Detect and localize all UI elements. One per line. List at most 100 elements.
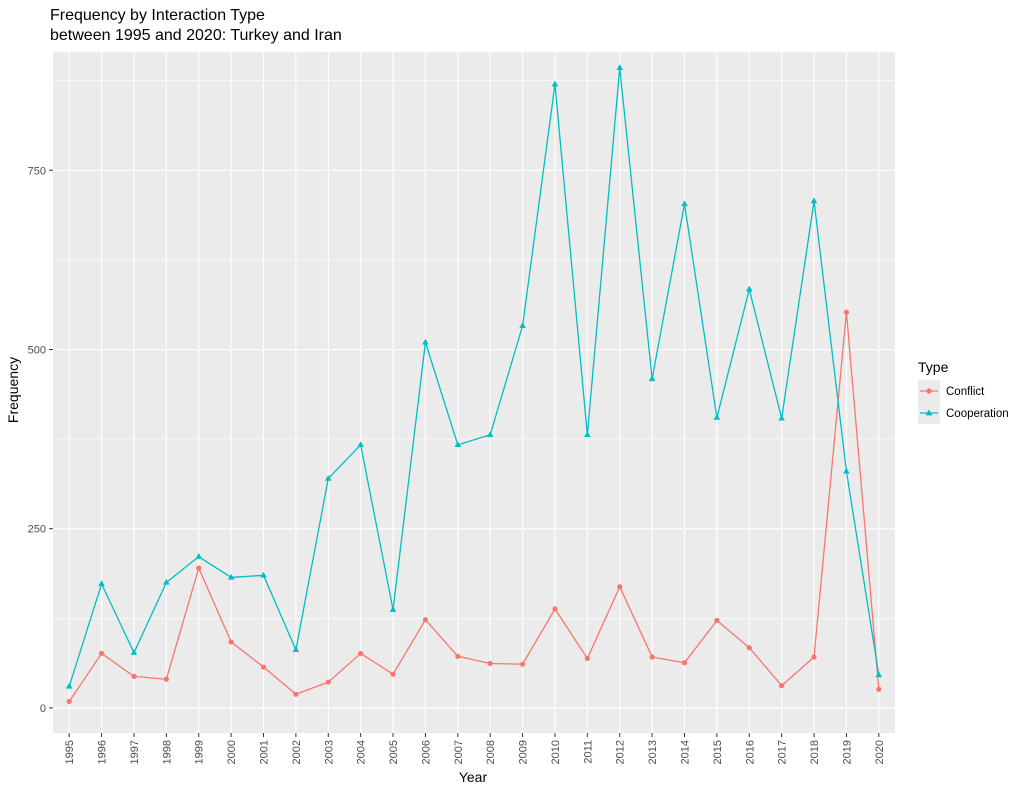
data-point-cooperation — [98, 580, 105, 587]
data-point-conflict — [163, 676, 169, 682]
data-point-cooperation — [745, 285, 753, 292]
data-point-cooperation — [810, 197, 818, 204]
data-point-cooperation — [875, 671, 883, 678]
x-tick-label: 2007 — [453, 740, 465, 764]
data-point-conflict — [131, 673, 137, 679]
x-tick-label: 2016 — [744, 740, 756, 764]
x-tick-label: 2020 — [874, 740, 886, 764]
data-point-cooperation — [389, 606, 397, 612]
data-point-cooperation — [486, 431, 494, 437]
y-tick-label: 0 — [40, 703, 46, 715]
legend-label-cooperation: Cooperation — [946, 408, 1009, 420]
x-tick-label: 2002 — [291, 740, 303, 764]
data-point-conflict — [519, 661, 526, 667]
data-point-cooperation — [454, 441, 462, 448]
x-tick-label: 1999 — [194, 740, 206, 764]
data-point-cooperation — [584, 431, 591, 437]
data-point-cooperation — [195, 553, 203, 559]
grid-minor — [53, 80, 895, 619]
y-axis: 0 250 500 750 — [28, 165, 53, 715]
x-tick-label: 2017 — [777, 740, 789, 764]
chart-subtitle: between 1995 and 2020: Turkey and Iran — [50, 27, 342, 44]
data-point-conflict — [876, 686, 882, 692]
x-tick-label: 2011 — [582, 740, 594, 764]
data-point-conflict — [843, 309, 850, 315]
x-tick-label: 2005 — [388, 740, 400, 764]
series-layer — [65, 64, 883, 705]
legend: Type Conflict Cooperation — [918, 359, 1009, 424]
data-point-conflict — [358, 650, 364, 657]
x-tick-label: 2018 — [809, 740, 821, 764]
data-point-conflict — [714, 617, 720, 624]
data-point-cooperation — [616, 64, 624, 70]
chart-title: Frequency by Interaction Type — [50, 7, 265, 24]
data-point-conflict — [584, 655, 590, 662]
data-point-cooperation — [681, 200, 688, 207]
x-tick-label: 1998 — [161, 740, 173, 764]
series-line-conflict — [68, 311, 880, 702]
data-point-conflict — [649, 654, 655, 660]
x-axis-title: Year — [459, 769, 488, 785]
legend-key-conflict-marker — [926, 388, 932, 394]
x-tick-label: 2019 — [841, 740, 853, 764]
legend-title: Type — [918, 359, 949, 375]
data-point-conflict — [390, 671, 396, 677]
data-point-cooperation — [648, 375, 656, 382]
series-conflict — [66, 309, 882, 705]
x-tick-label: 2014 — [680, 740, 692, 764]
data-point-conflict — [681, 660, 688, 666]
data-point-cooperation — [163, 578, 170, 585]
data-point-cooperation — [260, 571, 267, 578]
data-point-cooperation — [227, 573, 235, 580]
legend-label-conflict: Conflict — [946, 386, 985, 398]
data-point-conflict — [455, 653, 461, 659]
data-point-conflict — [98, 650, 105, 657]
y-tick-label: 250 — [28, 524, 46, 536]
data-point-cooperation — [422, 338, 429, 345]
data-point-cooperation — [551, 80, 559, 87]
data-point-cooperation — [713, 413, 721, 420]
x-tick-label: 2003 — [323, 740, 335, 764]
x-tick-label: 1997 — [129, 740, 141, 764]
x-tick-label: 2010 — [550, 740, 562, 764]
x-tick-label: 1996 — [97, 740, 109, 764]
data-point-conflict — [293, 691, 299, 697]
data-point-cooperation — [65, 682, 73, 689]
data-point-cooperation — [778, 414, 785, 421]
data-point-cooperation — [324, 474, 332, 481]
x-tick-label: 2009 — [518, 740, 530, 764]
data-point-conflict — [617, 584, 623, 590]
x-tick-label: 2001 — [259, 740, 271, 764]
x-tick-label: 1995 — [64, 740, 76, 764]
data-point-conflict — [325, 679, 331, 685]
plot-panel — [53, 52, 895, 733]
data-point-conflict — [260, 664, 267, 670]
x-axis: 1995 1996 1997 1998 1999 2000 2001 2002 2003 2004… — [64, 733, 886, 764]
y-tick-label: 500 — [28, 344, 46, 356]
x-tick-label: 2000 — [226, 740, 238, 764]
x-tick-label: 2013 — [647, 740, 659, 764]
data-point-conflict — [196, 565, 202, 571]
series-cooperation — [65, 64, 883, 689]
data-point-conflict — [228, 639, 234, 645]
data-point-cooperation — [292, 646, 300, 653]
data-point-conflict — [746, 645, 752, 651]
data-point-conflict — [66, 698, 72, 705]
x-tick-label: 2006 — [420, 740, 432, 764]
data-point-cooperation — [843, 467, 850, 474]
x-tick-label: 2015 — [712, 740, 724, 764]
legend-key-cooperation-marker — [925, 409, 933, 416]
y-axis-title: Frequency — [5, 357, 21, 423]
data-point-cooperation — [357, 441, 364, 448]
y-tick-label: 750 — [28, 165, 46, 177]
x-tick-label: 2004 — [356, 740, 368, 764]
data-point-conflict — [552, 606, 558, 612]
x-tick-label: 2012 — [615, 740, 627, 764]
data-point-cooperation — [130, 649, 138, 655]
x-tick-label: 2008 — [485, 740, 497, 764]
data-point-cooperation — [519, 322, 526, 329]
data-point-conflict — [487, 660, 493, 667]
series-line-cooperation — [68, 67, 880, 687]
data-point-conflict — [422, 617, 429, 623]
